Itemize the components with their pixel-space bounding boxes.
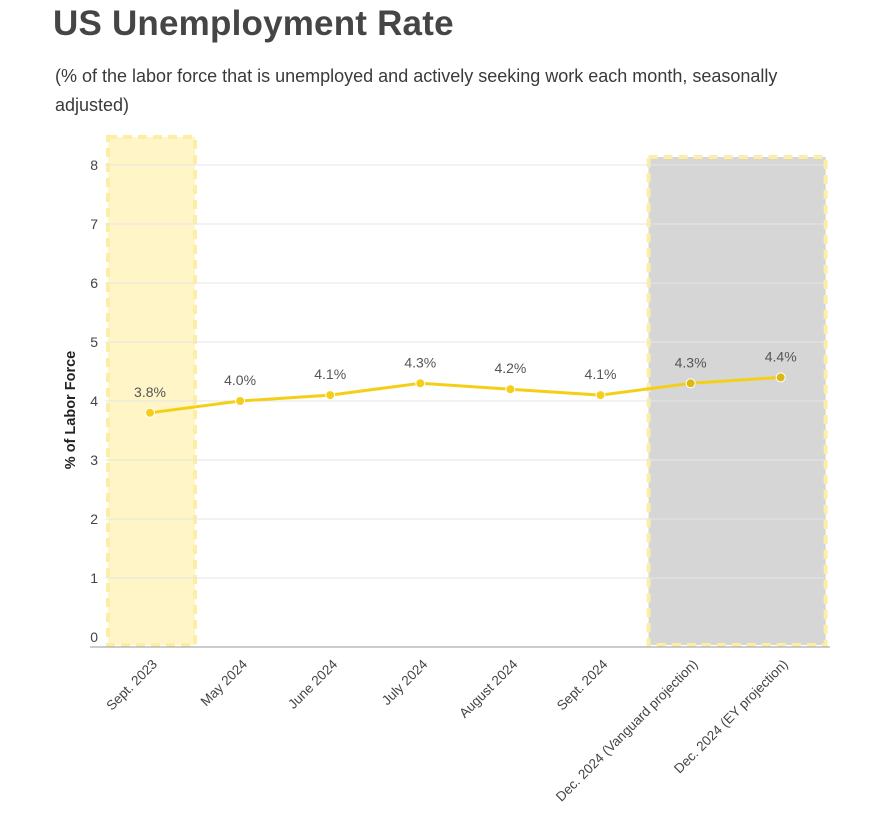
highlight-band-0 xyxy=(106,135,197,647)
x-tick-label-0: Sept. 2023 xyxy=(103,657,160,714)
x-tick-label-1: May 2024 xyxy=(198,656,251,709)
data-point-0 xyxy=(145,407,155,418)
x-tick-label-5: Sept. 2024 xyxy=(554,656,611,713)
chart-title: US Unemployment Rate xyxy=(53,4,454,43)
highlight-bands xyxy=(106,135,828,647)
y-tick-label-0: 0 xyxy=(90,629,98,645)
y-axis-ticks: 0 1 2 3 4 5 6 7 8 xyxy=(90,157,98,645)
data-label-1: 4.0% xyxy=(224,372,256,388)
data-label-5: 4.1% xyxy=(585,366,617,382)
y-tick-label-5: 5 xyxy=(90,334,98,350)
data-point-4 xyxy=(505,384,516,395)
data-point-3 xyxy=(415,378,426,389)
data-label-7: 4.4% xyxy=(765,348,797,364)
y-tick-label-6: 6 xyxy=(90,275,98,291)
data-label-2: 4.1% xyxy=(314,366,346,382)
data-label-0: 3.8% xyxy=(134,384,166,400)
series-group: 3.8% 4.0% 4.1% 4.3% 4.2% 4.1% 4.3% 4.4% xyxy=(134,348,797,418)
data-point-6 xyxy=(685,378,696,389)
chart-subtitle: (% of the labor force that is unemployed… xyxy=(55,66,778,115)
series-line-0 xyxy=(148,375,783,415)
data-point-7 xyxy=(775,372,786,383)
data-point-2 xyxy=(325,390,336,401)
x-axis-ticks: Sept. 2023 May 2024 June 2024 July 2024 Augu… xyxy=(103,656,790,804)
x-tick-label-2: June 2024 xyxy=(285,656,341,712)
y-tick-label-2: 2 xyxy=(90,511,98,527)
y-tick-label-8: 8 xyxy=(90,157,98,173)
x-tick-label-6: Dec. 2024 (Vanguard projection) xyxy=(553,657,701,805)
data-point-1 xyxy=(235,396,246,406)
x-tick-label-4: August 2024 xyxy=(456,656,521,721)
data-point-5 xyxy=(595,390,606,401)
data-label-4: 4.2% xyxy=(494,360,526,376)
y-tick-label-4: 4 xyxy=(90,393,98,409)
data-label-3: 4.3% xyxy=(404,354,436,370)
y-tick-label-1: 1 xyxy=(90,570,98,586)
y-axis-label: % of Labor Force xyxy=(63,351,79,469)
gridlines xyxy=(105,164,826,579)
y-tick-label-7: 7 xyxy=(90,216,98,232)
y-tick-label-3: 3 xyxy=(90,452,98,468)
data-label-6: 4.3% xyxy=(675,354,707,370)
x-tick-label-3: July 2024 xyxy=(379,656,431,708)
